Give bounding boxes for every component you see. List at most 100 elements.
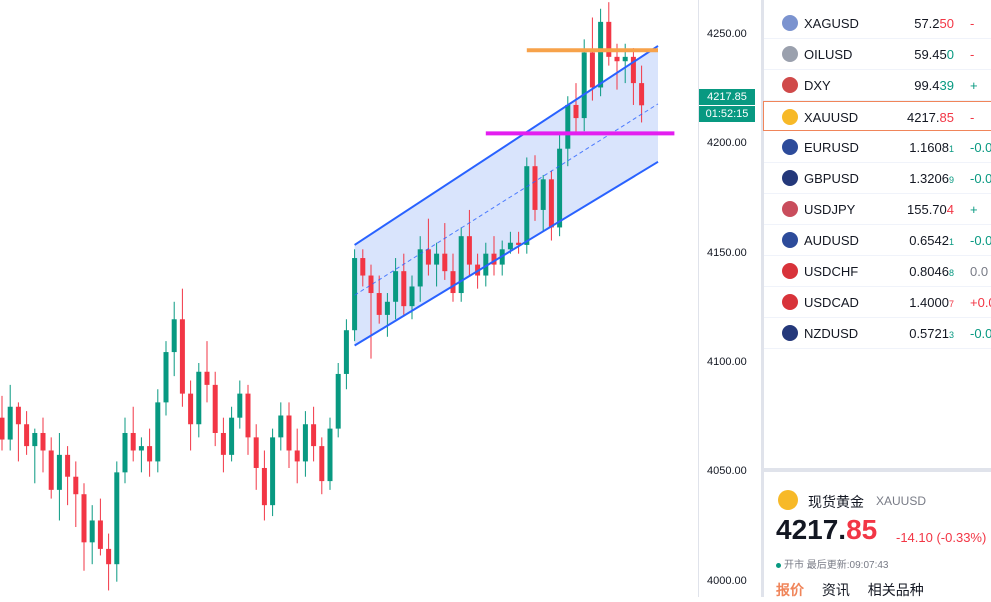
candle-body [106,548,112,565]
status-text: 开市 最后更新:09:07:43 [784,560,889,571]
watchlist-symbol: AUDUSD [804,233,859,248]
last-price-main: 99.4 [914,78,940,93]
candle-body [81,494,87,543]
candle-body [565,104,571,149]
candlestick-chart[interactable] [0,0,698,597]
watchlist-symbol: USDJPY [804,202,856,217]
candle-body [425,249,431,265]
candle-body [491,253,497,265]
candle-body [606,21,612,57]
watchlist-change: -0.0 [970,171,991,186]
channel-lower-line[interactable] [354,160,659,347]
last-price-fraction: 8 [948,268,954,278]
usd-flag-icon [782,77,798,93]
candle-body [622,56,628,62]
detail-name: 现货黄金 [808,494,864,510]
watchlist-row-usdcad[interactable]: USDCAD 1.40007 +0.0 [764,287,991,318]
price-tick-label: 4000.00 [707,574,747,587]
candle-body [65,454,71,477]
price-axis[interactable]: 4250.00 4200.00 4150.00 4100.00 4050.00 4000.… [698,0,762,597]
candle-body [376,293,382,315]
tab-related[interactable]: 相关品种 [867,582,924,598]
candle-body [302,424,308,462]
candle-body [245,393,251,438]
watchlist-row-eurusd[interactable]: EURUSD 1.16081 -0.0 [764,132,991,163]
bar-countdown-tag: 01:52:15 [699,106,755,123]
candle-body [56,454,62,490]
last-price-main: 1.4000 [909,295,949,310]
channel-median-line [354,103,659,296]
candle-body [0,417,5,440]
watchlist-row-xagusd[interactable]: XAGUSD 57.250 - [764,8,991,39]
candle-body [188,393,194,425]
candle-body [89,520,95,543]
candle-body [171,319,177,353]
watchlist: XAGUSD 57.250 - OILUSD 59.450- DXY 99.439 + XAUU… [763,0,991,350]
last-price-main: 0.5721 [909,326,949,341]
watchlist-last-price: 1.32069 [884,171,954,186]
candle-body [352,258,358,331]
au-flag-icon [782,232,798,248]
candle-body [270,437,276,506]
candle-body [516,242,522,245]
candle-body [524,166,530,245]
candle-body [335,373,341,429]
candle-body [483,253,489,276]
last-price-main: 1.3206 [909,171,949,186]
channel-upper-line[interactable] [354,45,659,246]
watchlist-change: -0.0 [970,233,991,248]
watchlist-row-gbpusd[interactable]: GBPUSD 1.32069 -0.0 [764,163,991,194]
candle-body [122,432,128,473]
uk-flag-icon [782,170,798,186]
candle-body [15,406,21,425]
candle-body [220,432,226,455]
watchlist-row-oilusd[interactable]: OILUSD 59.450 - [764,39,991,70]
watchlist-change: + [970,202,978,217]
watchlist-row-audusd[interactable]: AUDUSD 0.65421 -0.0 [764,225,991,256]
watchlist-row-nzdusd[interactable]: NZDUSD 0.57213 -0.0 [764,318,991,349]
candle-body [97,520,103,549]
detail-change: -14.10 (-0.33%) [896,530,987,545]
candle-body [114,472,120,565]
candle-body [40,432,46,451]
watchlist-row-usdchf[interactable]: USDCHF 0.80468 0.0 [764,256,991,287]
candle-body [589,52,595,88]
price-chart[interactable] [0,0,698,597]
watchlist-last-price: 0.65421 [884,233,954,248]
watchlist-row-dxy[interactable]: DXY 99.439 + [764,70,991,101]
detail-separator[interactable] [764,468,991,472]
candle-body [278,415,284,438]
tab-news[interactable]: 资讯 [821,582,850,598]
watchlist-change: 0.0 [970,264,989,279]
last-price-fraction: 1 [948,144,954,154]
last-price-main: 57.2 [914,16,940,31]
watchlist-last-price: 0.80468 [884,264,954,279]
detail-price-main: 4217. [776,514,847,545]
candle-body [614,56,620,62]
candle-body [196,371,202,425]
last-price-pip: 50 [939,16,954,31]
watchlist-symbol: DXY [804,78,831,93]
watchlist-change: - [970,16,975,31]
candle-body [360,258,366,276]
candle-body [204,371,210,385]
candle-body [598,21,604,88]
panel-divider[interactable] [761,0,764,597]
last-price-tag: 4217.85 [699,89,755,106]
candle-body [319,446,325,482]
watchlist-change: -0.0 [970,140,991,155]
watchlist-symbol: NZDUSD [804,326,859,341]
channel-fill[interactable] [354,45,658,346]
watchlist-symbol: OILUSD [804,47,853,62]
watchlist-last-price: 99.439 [884,78,954,93]
last-price-pip: 85 [939,110,954,125]
candle-body [581,52,587,119]
candle-body [557,148,563,228]
tab-quote[interactable]: 报价 [776,582,804,598]
ch-flag-icon [782,263,798,279]
watchlist-symbol: XAGUSD [804,16,859,31]
watchlist-row-xauusd[interactable]: XAUUSD 4217.85 - [763,101,991,131]
last-price-main: 4217. [906,110,940,125]
watchlist-row-usdjpy[interactable]: USDJPY 155.704 + [764,194,991,225]
symbol-detail-panel: 现货黄金 XAUUSD 4217.85 -14.10 (-0.33%) 开市 最… [764,472,991,598]
